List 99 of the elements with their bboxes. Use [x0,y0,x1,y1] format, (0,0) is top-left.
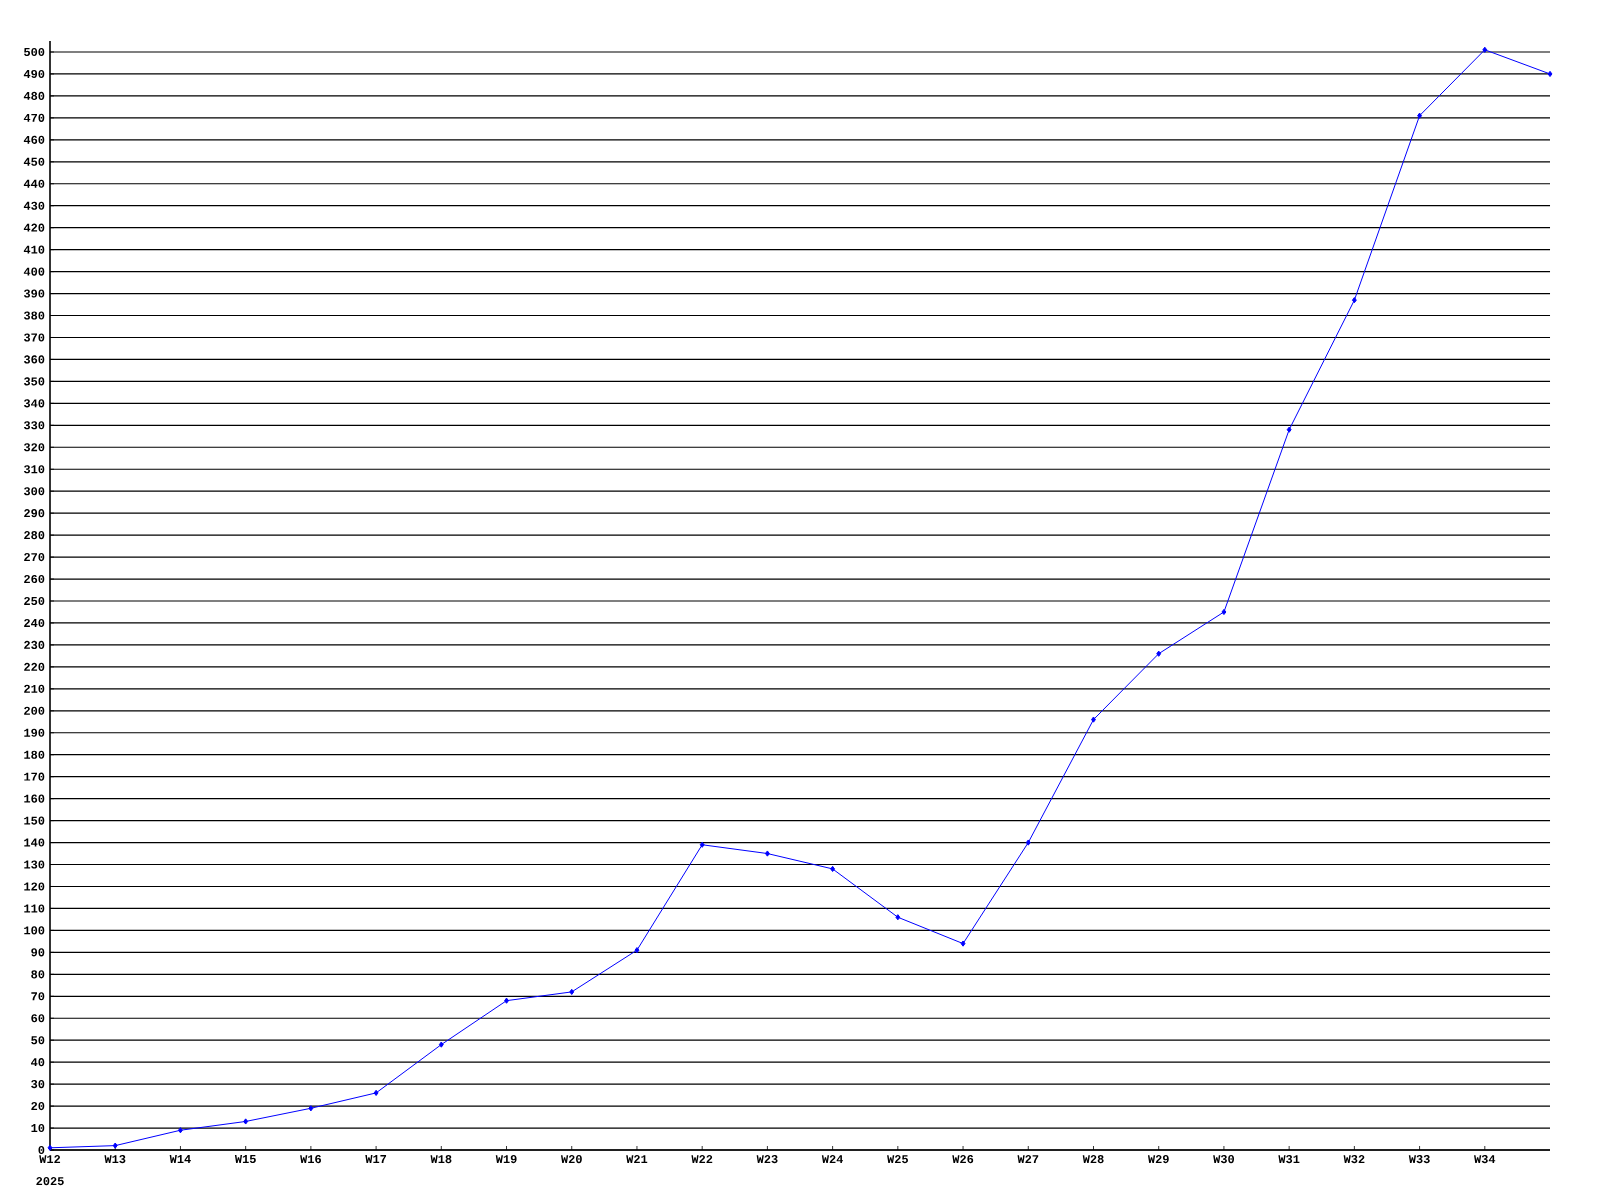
y-tick-label: 130 [24,860,45,869]
x-tick-label: W25 [887,1155,908,1164]
x-tick-label: W16 [300,1155,321,1164]
y-tick-label: 240 [24,618,45,628]
x-tick-label: W22 [691,1155,713,1164]
y-tick-label: 330 [23,421,45,430]
y-tick-label: 290 [24,509,45,518]
y-tick-label: 90 [31,948,45,957]
y-tick-label: 450 [23,157,45,166]
y-tick-label: 30 [31,1080,45,1089]
x-tick-label: W26 [952,1155,974,1164]
x-tick-label: W34 [1474,1155,1496,1164]
point [764,850,770,857]
x-tick-label: W31 [1278,1155,1300,1164]
y-tick-label: 410 [23,245,45,254]
y-tick-label: 110 [24,904,45,913]
y-tick-label: 120 [24,882,45,891]
x-tick-label: W19 [495,1155,517,1164]
y-tick-label: 270 [24,553,45,562]
x-tick-label: W12 [39,1155,61,1164]
x-tick-label: W18 [430,1155,452,1164]
x-tick-label: W33 [1408,1155,1430,1164]
point [1547,70,1553,78]
x-tick-label: W30 [1213,1155,1235,1164]
x-tick-label: W32 [1343,1155,1365,1164]
point [112,1142,118,1149]
y-tick-label: 160 [24,794,45,803]
y-tick-label: 300 [23,487,45,496]
y-tick-label: 140 [24,838,45,847]
point [177,1127,183,1134]
y-tick-label: 60 [31,1014,45,1023]
y-tick-label: 460 [23,135,45,144]
y-tick-label: 400 [23,267,45,276]
x-tick-label: W24 [821,1155,844,1164]
text: 2025 [36,1177,64,1186]
point [1482,46,1488,53]
y-tick-label: 210 [24,684,45,693]
y-tick-label: 70 [31,992,45,1001]
y-tick-label: 370 [23,333,45,342]
y-tick-label: 340 [23,399,45,408]
y-tick-label: 350 [23,377,45,386]
y-tick-label: 80 [31,970,45,979]
y-tick-label: 0 [38,1145,45,1155]
x-tick-label: W17 [365,1155,387,1163]
point [1221,608,1227,616]
y-tick-label: 390 [23,289,45,298]
x-tick-label: W27 [1017,1155,1039,1164]
point [243,1118,249,1125]
point [699,841,705,848]
x-tick-label: W23 [756,1155,778,1164]
y-tick-label: 200 [24,706,45,715]
point [438,1041,444,1048]
point [1351,297,1357,304]
y-tick-label: 440 [23,179,45,188]
point [1156,650,1162,657]
point [960,940,966,947]
point [830,865,836,873]
y-tick-label: 360 [23,355,45,364]
y-tick-label: 310 [23,465,45,474]
y-tick-label: 20 [31,1102,45,1111]
y-tick-label: 220 [24,662,45,671]
y-tick-label: 420 [23,223,45,232]
y-tick-label: 500 [24,47,45,57]
y-tick-label: 40 [31,1058,45,1067]
y-tick-label: 180 [24,750,45,759]
y-tick-label: 250 [24,596,45,606]
point [895,914,901,921]
point [504,997,509,1004]
x-tick-label: W20 [560,1155,582,1164]
point [373,1089,379,1096]
x-tick-label: W28 [1082,1155,1104,1164]
y-tick-label: 100 [24,926,45,935]
y-tick-label: 280 [24,531,45,540]
y-tick-label: 320 [23,443,45,452]
y-tick-label: 260 [24,574,45,584]
y-tick-label: 170 [24,772,45,781]
point [308,1105,314,1112]
y-tick-label: 430 [23,201,45,210]
point [1286,426,1292,433]
point [1025,839,1031,846]
x-tick-label: W13 [104,1155,126,1164]
point [634,947,640,954]
point [47,1144,53,1151]
x-tick-label: W14 [169,1155,191,1163]
y-tick-label: 230 [24,640,45,649]
y-tick-label: 150 [24,816,45,825]
point [1417,112,1423,119]
point [569,988,575,995]
y-tick-label: 380 [23,311,45,320]
y-tick-label: 490 [23,69,45,79]
x-tick-label: W15 [234,1155,256,1164]
y-tick-label: 50 [31,1036,45,1045]
x-tick-label: W29 [1147,1155,1169,1164]
y-tick-label: 10 [31,1123,45,1133]
point [1091,716,1096,723]
y-tick-label: 480 [23,91,45,100]
y-tick-label: 470 [23,113,45,122]
y-tick-label: 190 [24,728,45,737]
x-tick-label: W21 [626,1155,648,1164]
